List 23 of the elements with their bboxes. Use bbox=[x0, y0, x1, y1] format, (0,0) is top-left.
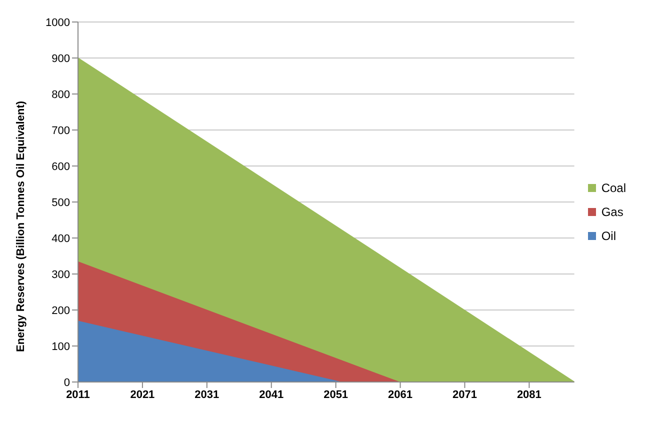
y-tick-label: 0 bbox=[64, 376, 70, 389]
y-tick-label: 500 bbox=[52, 196, 70, 209]
x-tick-label: 2041 bbox=[259, 388, 284, 401]
x-tick-label: 2071 bbox=[452, 388, 477, 401]
y-tick-label: 1000 bbox=[46, 16, 70, 29]
legend-label: Gas bbox=[601, 205, 624, 219]
y-tick-label: 900 bbox=[52, 52, 70, 65]
y-axis-title: Energy Reserves (Billion Tonnes Oil Equivalent) bbox=[14, 100, 27, 352]
legend-label: Coal bbox=[601, 181, 626, 195]
y-tick-label: 100 bbox=[52, 340, 70, 353]
y-tick-label: 300 bbox=[52, 268, 70, 281]
x-tick-label: 2051 bbox=[324, 388, 348, 401]
y-tick-label: 700 bbox=[52, 124, 70, 137]
y-tick-label: 400 bbox=[52, 232, 70, 245]
legend-label: Oil bbox=[601, 229, 616, 243]
x-tick-label: 2061 bbox=[388, 388, 413, 401]
y-tick-label: 200 bbox=[52, 304, 70, 317]
y-tick-label: 800 bbox=[52, 88, 70, 101]
y-tick-label: 600 bbox=[52, 160, 70, 173]
x-tick-label: 2031 bbox=[194, 388, 220, 401]
x-tick-label: 2021 bbox=[130, 388, 155, 401]
x-tick-label: 2011 bbox=[66, 388, 90, 401]
x-tick-label: 2081 bbox=[516, 388, 542, 401]
